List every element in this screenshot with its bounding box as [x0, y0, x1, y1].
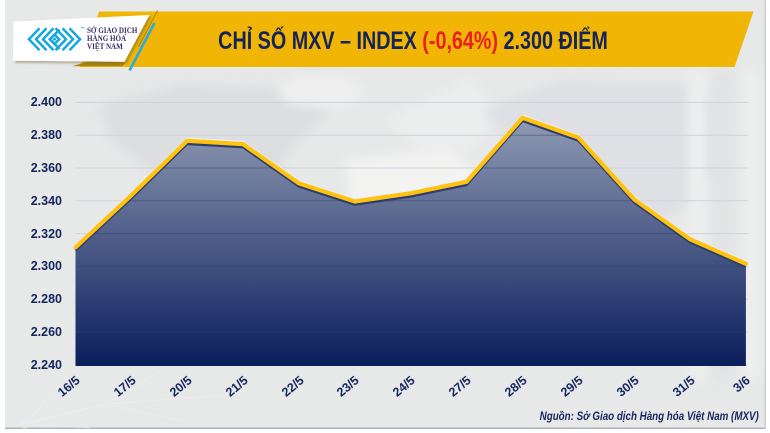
svg-text:™: ™ — [80, 26, 85, 31]
